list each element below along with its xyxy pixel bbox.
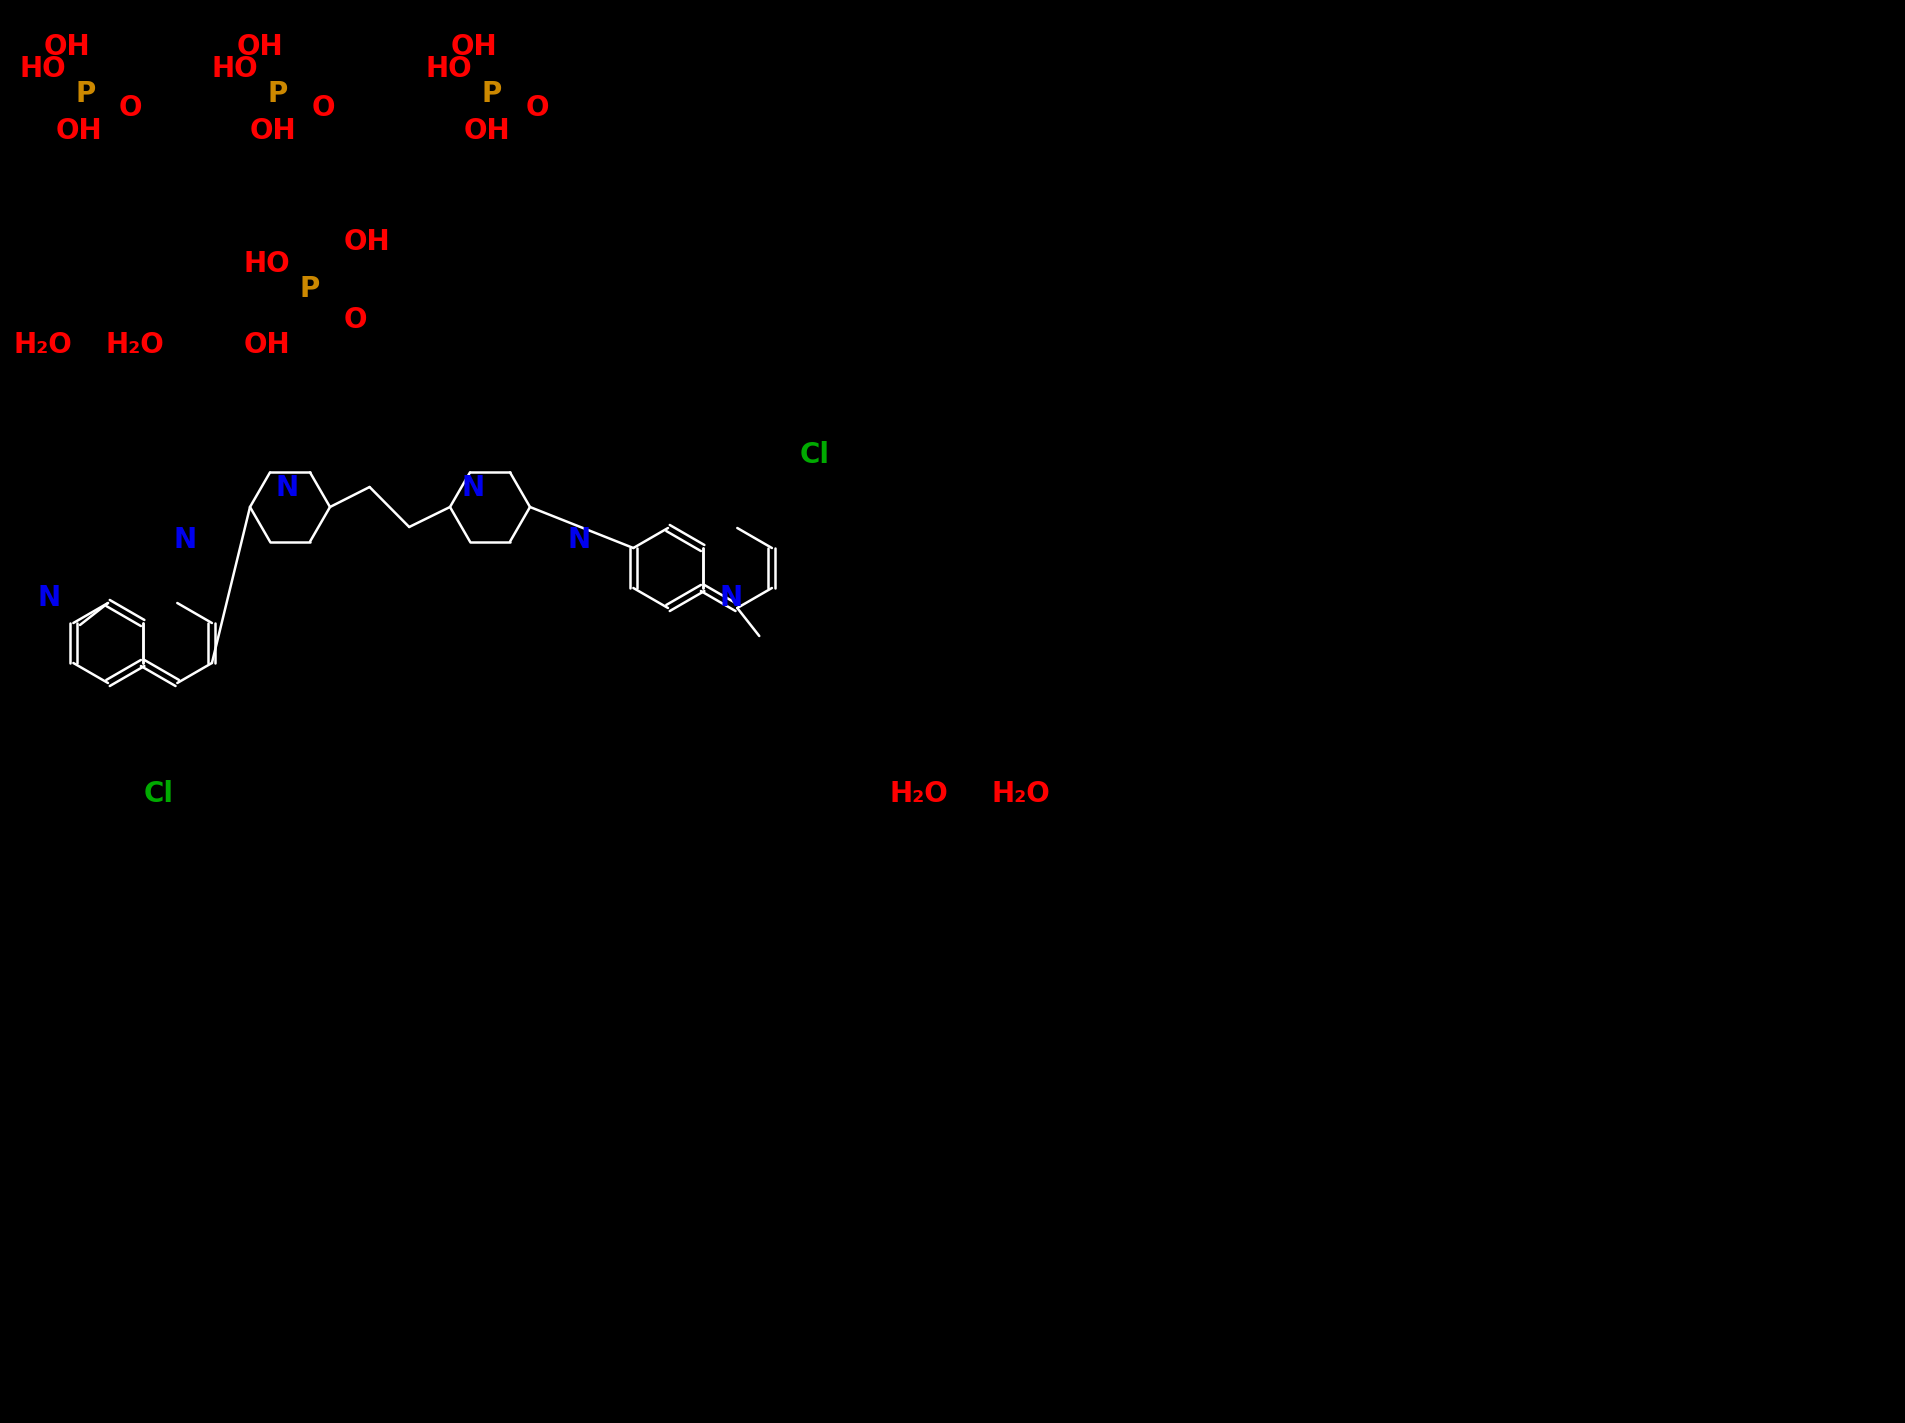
Text: HO: HO bbox=[244, 250, 291, 277]
Text: O: O bbox=[345, 306, 368, 334]
Text: OH: OH bbox=[244, 332, 291, 359]
Text: O: O bbox=[118, 94, 143, 122]
Text: HO: HO bbox=[19, 55, 65, 83]
Text: OH: OH bbox=[55, 117, 103, 145]
Text: H₂O: H₂O bbox=[105, 332, 164, 359]
Text: H₂O: H₂O bbox=[13, 332, 72, 359]
Text: OH: OH bbox=[250, 117, 297, 145]
Text: H₂O: H₂O bbox=[890, 780, 949, 808]
Text: OH: OH bbox=[465, 117, 511, 145]
Text: H₂O: H₂O bbox=[993, 780, 1052, 808]
Text: OH: OH bbox=[451, 33, 497, 61]
Text: N: N bbox=[568, 527, 591, 554]
Text: Cl: Cl bbox=[800, 441, 831, 470]
Text: N: N bbox=[276, 474, 299, 502]
Text: OH: OH bbox=[345, 228, 391, 256]
Text: N: N bbox=[173, 527, 196, 554]
Text: P: P bbox=[299, 275, 320, 303]
Text: P: P bbox=[74, 80, 95, 108]
Text: HO: HO bbox=[427, 55, 472, 83]
Text: OH: OH bbox=[44, 33, 91, 61]
Text: P: P bbox=[482, 80, 503, 108]
Text: O: O bbox=[312, 94, 335, 122]
Text: P: P bbox=[269, 80, 288, 108]
Text: Cl: Cl bbox=[145, 780, 173, 808]
Text: O: O bbox=[526, 94, 549, 122]
Text: OH: OH bbox=[236, 33, 284, 61]
Text: N: N bbox=[38, 583, 61, 612]
Text: N: N bbox=[720, 583, 743, 612]
Text: N: N bbox=[463, 474, 486, 502]
Text: HO: HO bbox=[211, 55, 259, 83]
